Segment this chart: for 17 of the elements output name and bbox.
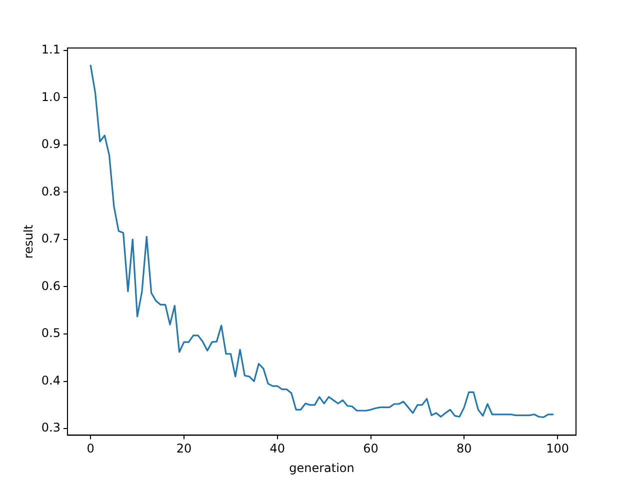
y-tick-label: 0.8 bbox=[41, 184, 60, 198]
x-tick-label: 0 bbox=[86, 442, 94, 456]
x-axis-title: generation bbox=[289, 460, 354, 475]
y-tick-label: 0.5 bbox=[41, 326, 60, 340]
x-tick-label: 40 bbox=[270, 442, 286, 456]
y-axis-title: result bbox=[21, 224, 36, 259]
y-tick-label: 1.0 bbox=[41, 90, 60, 104]
y-tick-label: 0.4 bbox=[41, 373, 60, 388]
y-tick-label: 0.3 bbox=[41, 420, 60, 435]
x-tick-label: 20 bbox=[176, 442, 192, 456]
x-tick-label: 100 bbox=[546, 442, 570, 456]
x-tick-label: 80 bbox=[456, 442, 472, 456]
y-tick-label: 0.9 bbox=[41, 137, 60, 152]
y-tick-label: 0.7 bbox=[41, 232, 60, 246]
y-tick-label: 0.6 bbox=[41, 278, 60, 293]
y-tick-label: 1.1 bbox=[41, 42, 60, 56]
x-tick-label: 60 bbox=[363, 442, 378, 456]
